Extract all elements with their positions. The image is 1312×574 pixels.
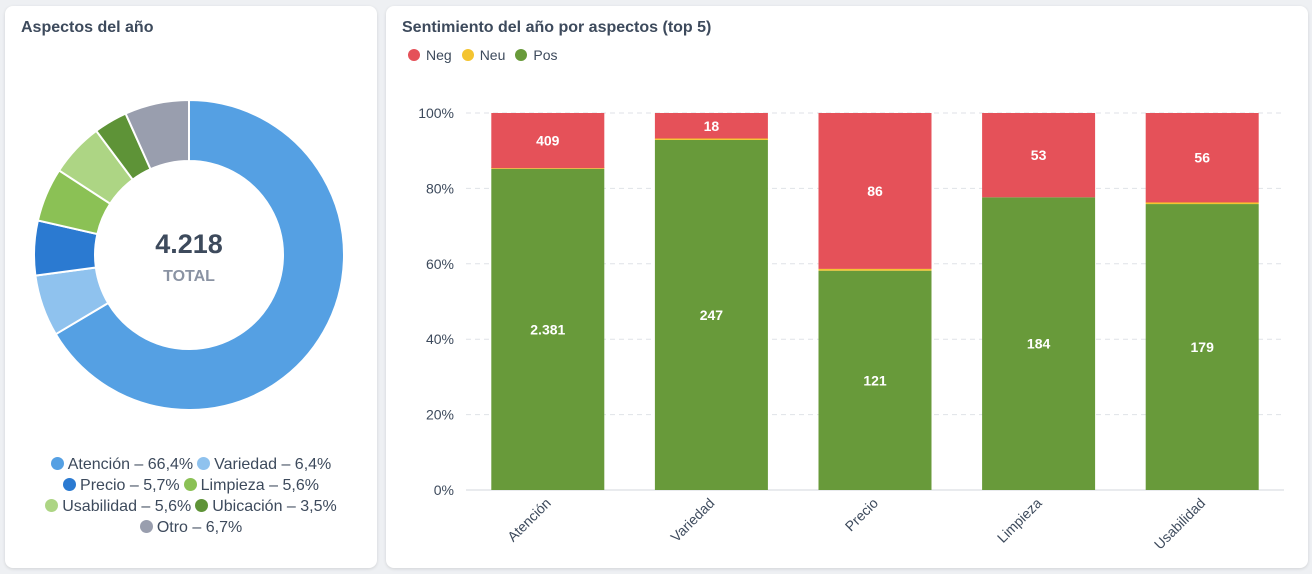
bar-neu-variedad[interactable] [654, 137, 768, 140]
legend-dot [50, 457, 64, 470]
y-tick-label: 100% [418, 105, 454, 121]
bar-neg-precio[interactable] [818, 113, 932, 269]
x-tick-label-atencion: Atención [504, 495, 554, 545]
bar-legend-item-neu[interactable]: Neu [461, 47, 506, 63]
x-tick-label-limpieza: Limpieza [994, 495, 1045, 546]
y-tick-label: 20% [426, 407, 454, 423]
legend-label: Precio – 5,7% [80, 477, 180, 494]
legend-item-usabilidad[interactable]: Usabilidad – 5,6% [45, 496, 191, 517]
bar-legend-item-pos[interactable]: Pos [515, 47, 558, 63]
legend-label: Neg [426, 47, 452, 63]
donut-slice-atencion[interactable] [54, 98, 345, 411]
bar-pos-precio[interactable] [818, 270, 932, 490]
data-label-pos: 247 [700, 307, 724, 323]
sentiment-card: Sentimiento del año por aspectos (top 5)… [386, 6, 1308, 568]
legend-label: Ubicación – 3,5% [212, 498, 337, 515]
legend-dot [197, 457, 211, 470]
legend-dot [139, 520, 153, 533]
bar-neg-variedad[interactable] [654, 113, 768, 139]
legend-item-variedad[interactable]: Variedad – 6,4% [197, 454, 331, 475]
donut-chart: 4.218 TOTAL [33, 98, 345, 411]
data-label-neg: 53 [1031, 147, 1047, 163]
y-tick-label: 60% [426, 256, 454, 272]
donut-total-value: 4.218 [155, 229, 223, 259]
bar-neu-precio[interactable] [818, 268, 932, 271]
legend-dot [408, 49, 420, 61]
bar-pos-limpieza[interactable] [982, 197, 1096, 490]
legend-dot [45, 499, 59, 512]
bar-neg-limpieza[interactable] [982, 113, 1096, 198]
data-label-pos: 121 [863, 372, 887, 388]
legend-label: Pos [533, 47, 558, 63]
y-tick-label: 0% [434, 482, 454, 498]
x-tick-label-variedad: Variedad [667, 495, 717, 545]
bar-pos-variedad[interactable] [654, 139, 768, 490]
legend-item-atencion[interactable]: Atención – 66,4% [50, 454, 194, 475]
legend-dot [195, 499, 209, 512]
sentiment-title: Sentimiento del año por aspectos (top 5) [402, 19, 712, 36]
x-tick-label-usabilidad: Usabilidad [1151, 495, 1209, 553]
bar-pos-atencion[interactable] [491, 168, 605, 490]
data-label-pos: 2.381 [530, 321, 565, 337]
legend-label: Otro – 6,7% [156, 519, 243, 536]
y-tick-label: 40% [426, 331, 454, 347]
data-label-neg: 56 [1194, 150, 1210, 166]
data-label-neg: 86 [867, 183, 883, 199]
aspects-card: Aspectos del año 4.218 TOTAL Atención – 6… [5, 6, 377, 568]
donut-slice-otro[interactable] [124, 98, 190, 171]
bar-neu-usabilidad[interactable] [1145, 202, 1259, 205]
legend-label: Limpieza – 5,6% [200, 477, 319, 494]
data-label-pos: 184 [1027, 336, 1051, 352]
data-label-neg: 18 [704, 118, 720, 134]
bar-pos-usabilidad[interactable] [1145, 204, 1259, 490]
legend-item-otro[interactable]: Otro – 6,7% [139, 517, 243, 538]
data-label-pos: 179 [1191, 339, 1215, 355]
legend-item-precio[interactable]: Precio – 5,7% [63, 475, 180, 496]
legend-dot [515, 49, 528, 61]
donut-total-label: TOTAL [163, 268, 215, 285]
x-tick-label-precio: Precio [842, 495, 882, 535]
legend-label: Variedad – 6,4% [214, 456, 332, 473]
legend-label: Neu [479, 47, 506, 63]
stacked-bar-chart: 0% 20% 40% 60% 80% 100% 2.381 409 Atención 247 18 V… [418, 105, 1284, 553]
bar-legend: Neg Neu Pos [408, 47, 568, 63]
legend-dot [461, 49, 474, 61]
bar-neg-usabilidad[interactable] [1145, 113, 1259, 203]
bar-legend-item-neg[interactable]: Neg [408, 47, 452, 63]
y-tick-label: 80% [426, 180, 454, 196]
legend-dot [63, 478, 77, 491]
aspects-title: Aspectos del año [21, 19, 154, 36]
bar-neg-atencion[interactable] [491, 113, 605, 169]
legend-dot [183, 478, 197, 491]
donut-legend: Atención – 66,4% Variedad – 6,4% Precio – … [11, 454, 371, 538]
legend-item-ubicacion[interactable]: Ubicación – 3,5% [195, 496, 337, 517]
legend-item-limpieza[interactable]: Limpieza – 5,6% [183, 475, 319, 496]
legend-label: Usabilidad – 5,6% [62, 498, 192, 515]
legend-label: Atención – 66,4% [67, 456, 194, 473]
data-label-neg: 409 [536, 133, 560, 149]
